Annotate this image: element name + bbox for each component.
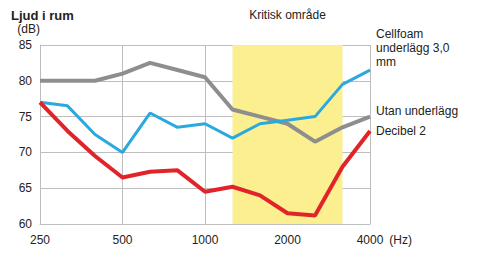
svg-text:60: 60 [19,217,33,231]
svg-text:70: 70 [19,145,33,159]
svg-text:Kritisk område: Kritisk område [249,8,326,22]
svg-text:(dB): (dB) [17,22,40,36]
svg-text:500: 500 [112,233,132,247]
svg-text:Utan underlägg: Utan underlägg [376,104,458,118]
svg-text:2000: 2000 [274,233,301,247]
svg-text:Decibel 2: Decibel 2 [376,124,426,138]
svg-text:Ljud i rum: Ljud i rum [11,8,74,23]
svg-text:Cellfoam: Cellfoam [376,27,427,41]
svg-text:1000: 1000 [192,233,219,247]
svg-text:85: 85 [19,38,33,52]
svg-text:75: 75 [19,110,33,124]
svg-text:80: 80 [19,74,33,88]
svg-text:underlägg 3,0: underlägg 3,0 [376,41,453,55]
svg-text:(Hz): (Hz) [389,233,412,247]
svg-text:65: 65 [19,181,33,195]
svg-text:mm: mm [376,55,396,69]
svg-text:4000: 4000 [357,233,384,247]
svg-text:250: 250 [30,233,50,247]
